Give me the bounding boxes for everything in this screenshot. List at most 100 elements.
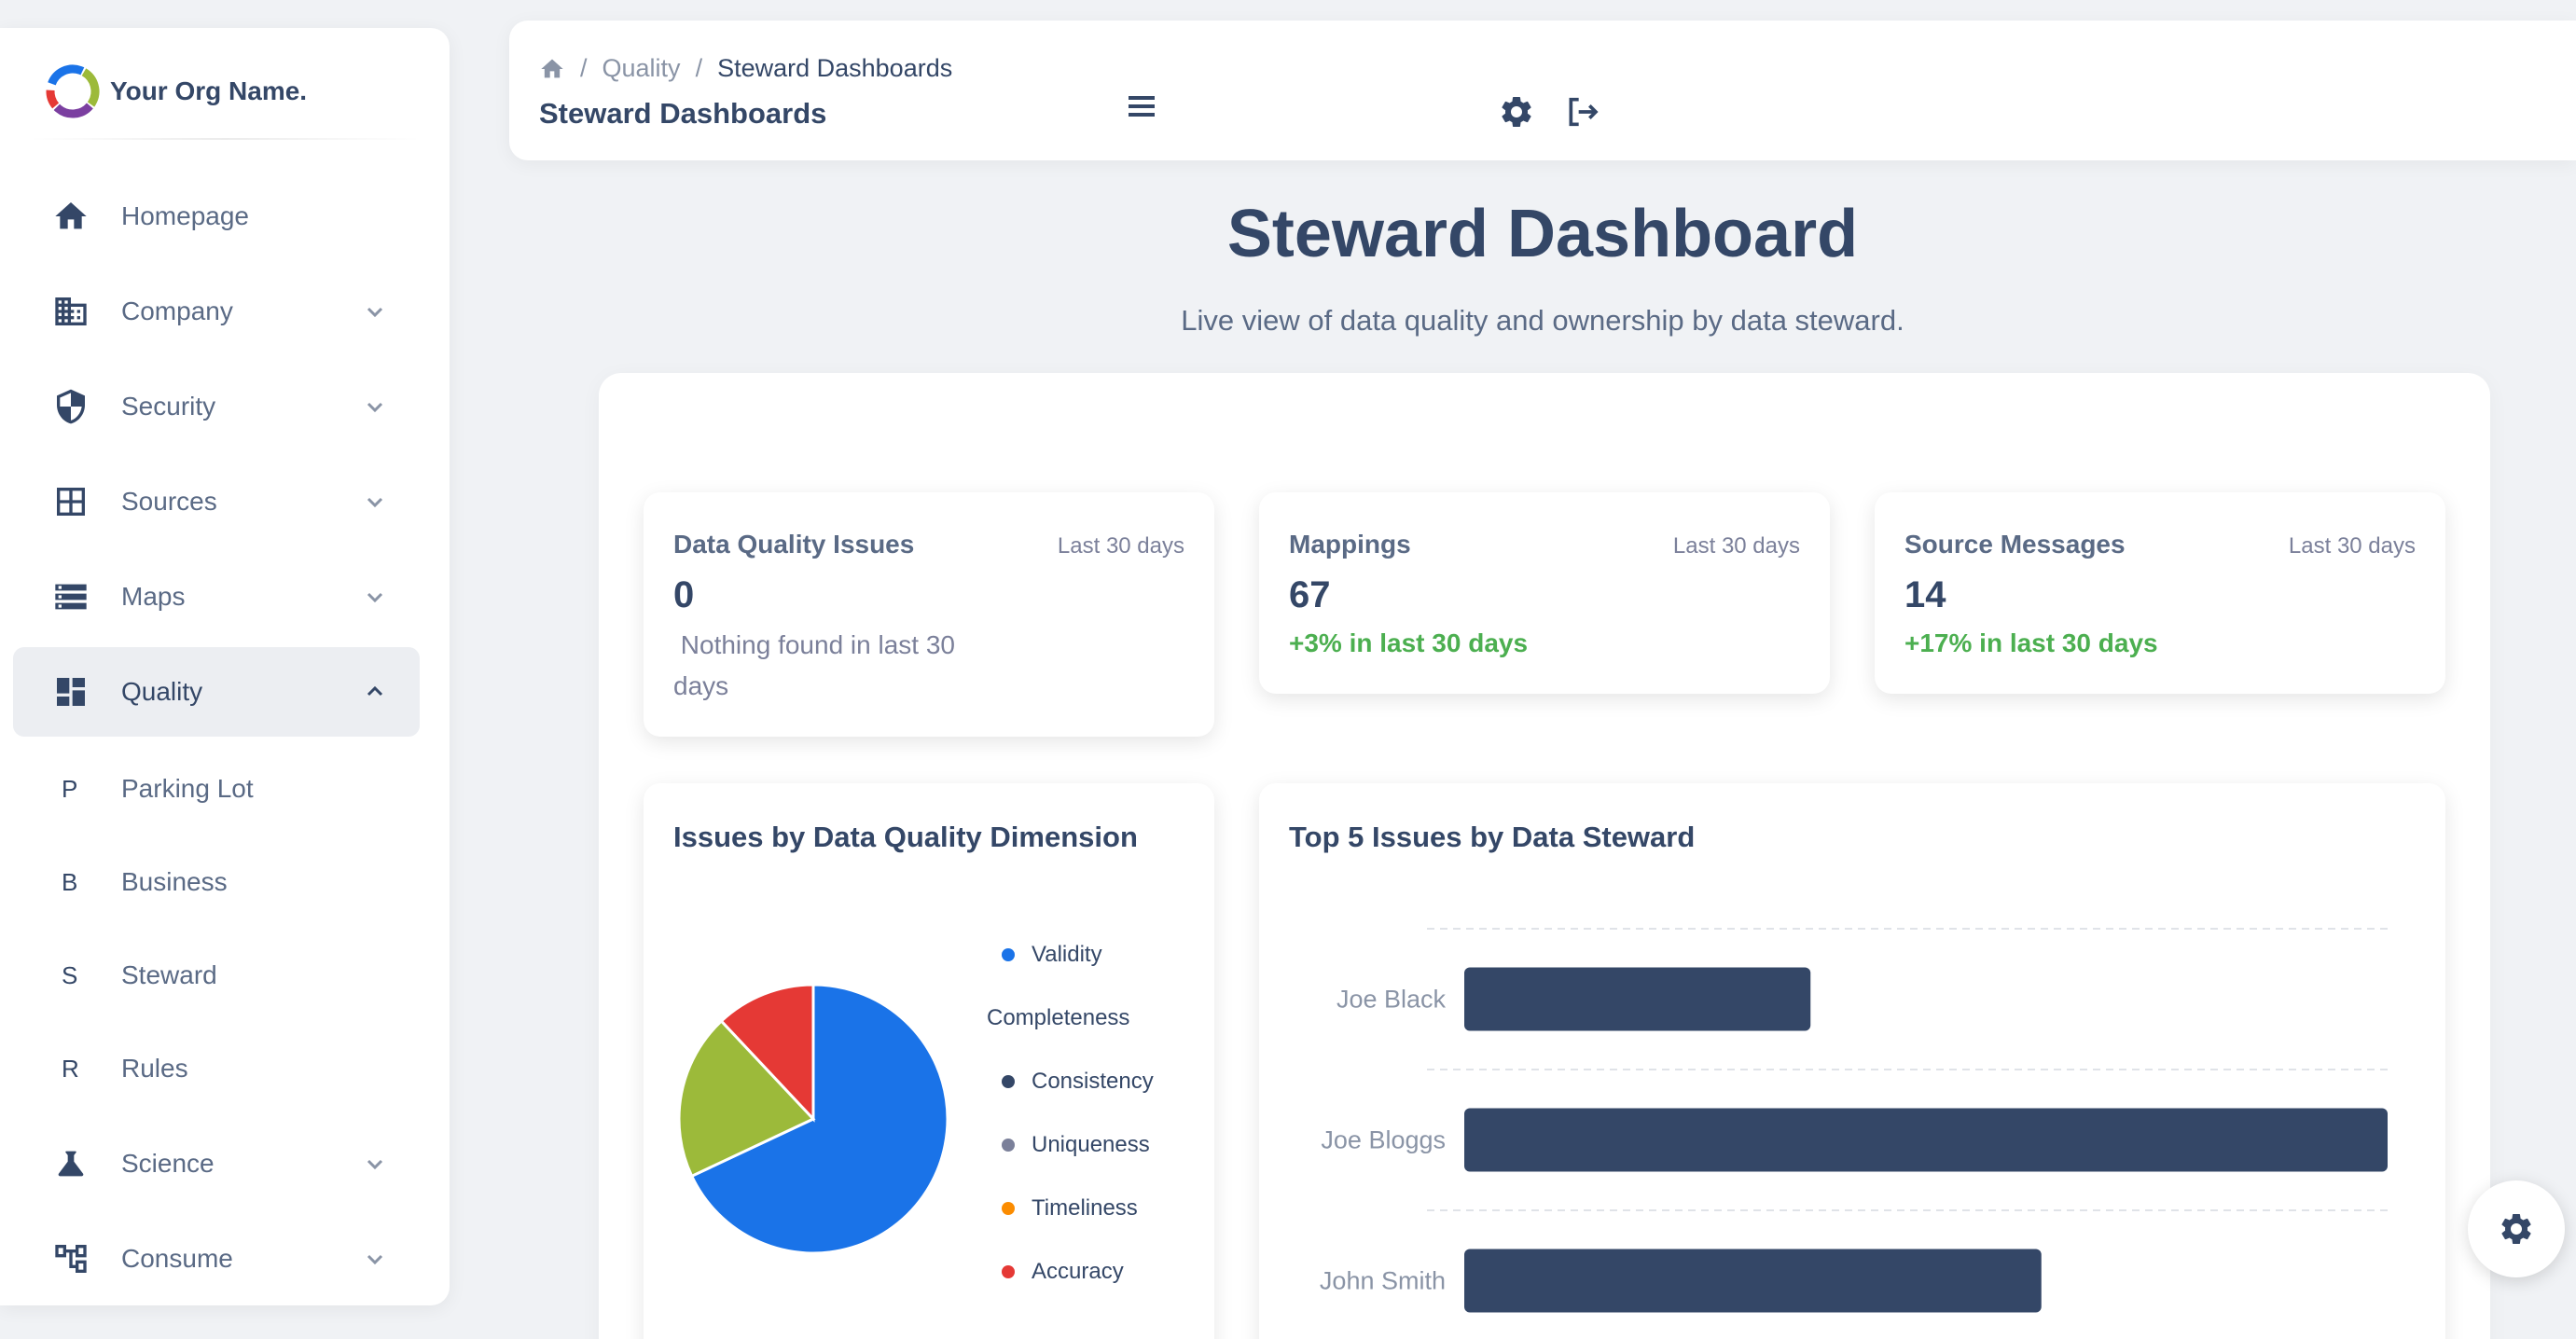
chevron-down-icon [364, 1153, 386, 1175]
topbar: / Quality / Steward Dashboards Steward D… [509, 21, 2576, 160]
stat-title: Data Quality Issues [673, 530, 915, 559]
sidebar-item-label: Maps [121, 582, 186, 611]
bar-joe-black[interactable] [1464, 967, 1811, 1031]
sidebar-item-label: Consume [121, 1244, 233, 1273]
legend-label: Timeliness [1032, 1195, 1138, 1221]
bar-john-smith[interactable] [1464, 1249, 2042, 1313]
legend-item-validity[interactable]: Validity [1002, 942, 1102, 968]
pie-chart[interactable] [673, 979, 953, 1259]
chevron-down-icon [364, 586, 386, 608]
legend-dot [1002, 948, 1015, 961]
storage-icon [52, 578, 90, 615]
shield-icon [52, 388, 90, 425]
legend-dot [1002, 1202, 1015, 1215]
breadcrumb-link-quality[interactable]: Quality [602, 54, 681, 82]
home-icon [52, 198, 90, 235]
sidebar-item-parking-lot[interactable]: P Parking Lot [13, 744, 420, 834]
sidebar-item-company[interactable]: Company [13, 267, 420, 356]
sidebar-item-label: Science [121, 1149, 215, 1178]
sidebar-item-security[interactable]: Security [13, 362, 420, 451]
legend-item-completeness[interactable]: Completeness [987, 1005, 1129, 1031]
stat-card-source-messages: Source Messages Last 30 days 14 +17% in … [1875, 492, 2445, 694]
legend-label: Uniqueness [1032, 1132, 1150, 1157]
category-label: Joe Bloggs [1321, 1126, 1446, 1154]
sidebar-item-business[interactable]: B Business [13, 837, 420, 927]
stat-card-mappings: Mappings Last 30 days 67 +3% in last 30 … [1259, 492, 1830, 694]
sidebar-item-letter: R [62, 1054, 79, 1083]
sidebar-item-letter: B [62, 867, 78, 896]
sidebar-item-consume[interactable]: Consume [13, 1214, 420, 1304]
chevron-down-icon [364, 1248, 386, 1270]
chevron-down-icon [364, 395, 386, 418]
home-icon[interactable] [539, 56, 565, 82]
sidebar-item-rules[interactable]: R Rules [13, 1024, 420, 1113]
legend-item-uniqueness[interactable]: Uniqueness [1002, 1132, 1150, 1158]
org-name: Your Org Name. [110, 76, 308, 105]
pie-slice-completeness[interactable] [677, 1018, 816, 1179]
menu-icon[interactable] [1123, 88, 1160, 125]
sidebar-item-label: Quality [121, 677, 203, 706]
sidebar-item-quality[interactable]: Quality [13, 647, 420, 737]
sidebar-item-label: Parking Lot [121, 774, 254, 803]
sidebar-item-label: Steward [121, 960, 217, 989]
category-label: Joe Black [1336, 986, 1447, 1014]
brand[interactable]: Your Org Name. [41, 60, 307, 123]
tree-icon [52, 1240, 90, 1277]
bar-joe-bloggs[interactable] [1464, 1108, 2388, 1172]
chevron-down-icon [364, 490, 386, 513]
settings-icon[interactable] [1498, 93, 1535, 131]
legend-label: Validity [1032, 942, 1102, 967]
legend-label: Completeness [987, 1005, 1130, 1030]
stat-period: Last 30 days [1672, 533, 1800, 559]
dashboard-icon [52, 673, 90, 711]
breadcrumb-separator: / [580, 54, 588, 82]
sidebar-item-sources[interactable]: Sources [13, 457, 420, 546]
page-title: Steward Dashboards [539, 97, 827, 130]
stat-period: Last 30 days [2288, 533, 2416, 559]
legend-dot [1002, 1265, 1015, 1278]
legend-dot [1002, 1075, 1015, 1088]
sidebar-item-label: Company [121, 297, 233, 325]
sidebar-item-letter: P [62, 774, 78, 803]
chart-title: Top 5 Issues by Data Steward [1289, 821, 1696, 853]
legend-dot [1002, 1139, 1015, 1152]
chevron-down-icon [364, 300, 386, 323]
breadcrumb-separator: / [695, 54, 703, 82]
pie-slice-accuracy[interactable] [719, 983, 815, 1123]
pie-slice-validity[interactable] [689, 983, 949, 1255]
stat-value: 0 [673, 574, 695, 615]
sidebar-item-homepage[interactable]: Homepage [13, 172, 420, 261]
dashboard-subtitle: Live view of data quality and ownership … [1181, 304, 1904, 337]
bar-chart-card: Top 5 Issues by Data Steward Joe Black Jo… [1259, 783, 2445, 1339]
breadcrumb: / Quality / Steward Dashboards [539, 54, 952, 83]
stat-note: Nothing found in last 30 days [673, 630, 963, 700]
org-logo-icon [46, 64, 100, 118]
pie-chart-card: Issues by Data Quality Dimension Validit… [644, 783, 1214, 1339]
sidebar-item-maps[interactable]: Maps [13, 552, 420, 642]
legend-item-consistency[interactable]: Consistency [1002, 1069, 1154, 1095]
stat-title: Source Messages [1904, 530, 2126, 559]
sidebar-item-label: Rules [121, 1054, 188, 1083]
category-label: John Smith [1320, 1267, 1446, 1295]
sidebar: Your Org Name. Homepage Company Security [0, 28, 450, 1305]
stat-change: +17% in last 30 days [1904, 628, 2158, 657]
stat-title: Mappings [1289, 530, 1411, 559]
grid-icon [52, 483, 90, 520]
stat-period: Last 30 days [1057, 533, 1184, 559]
legend-item-accuracy[interactable]: Accuracy [1002, 1259, 1124, 1285]
stat-value: 67 [1289, 574, 1331, 615]
sidebar-item-label: Security [121, 392, 216, 421]
legend-item-timeliness[interactable]: Timeliness [1002, 1195, 1138, 1222]
settings-icon [2501, 1214, 2531, 1244]
logout-icon[interactable] [1563, 93, 1600, 131]
building-icon [52, 293, 90, 330]
legend-label: Consistency [1032, 1069, 1154, 1094]
floating-settings-button[interactable] [2468, 1180, 2565, 1277]
breadcrumb-current: Steward Dashboards [717, 54, 953, 82]
sidebar-item-science[interactable]: Science [13, 1119, 420, 1208]
dashboard-title: Steward Dashboard [1226, 197, 1859, 271]
sidebar-item-letter: S [62, 960, 78, 989]
stat-change: +3% in last 30 days [1289, 628, 1529, 657]
sidebar-item-steward[interactable]: S Steward [13, 931, 420, 1020]
